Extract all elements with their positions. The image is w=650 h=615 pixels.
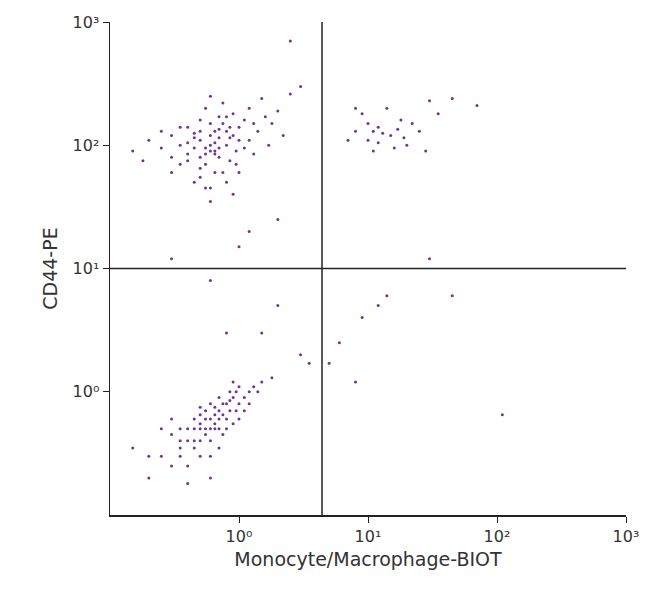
svg-text:CD44-PE: CD44-PE	[39, 227, 61, 309]
svg-text:10¹: 10¹	[73, 259, 100, 278]
svg-text:10²: 10²	[73, 136, 100, 155]
svg-text:Monocyte/Macrophage-BIOT: Monocyte/Macrophage-BIOT	[234, 548, 502, 570]
svg-text:10¹: 10¹	[355, 527, 382, 546]
svg-text:10²: 10²	[484, 527, 511, 546]
svg-text:10⁰: 10⁰	[73, 382, 100, 401]
svg-text:10³: 10³	[73, 13, 100, 32]
svg-text:10⁰: 10⁰	[226, 527, 253, 546]
svg-text:10³: 10³	[613, 527, 640, 546]
